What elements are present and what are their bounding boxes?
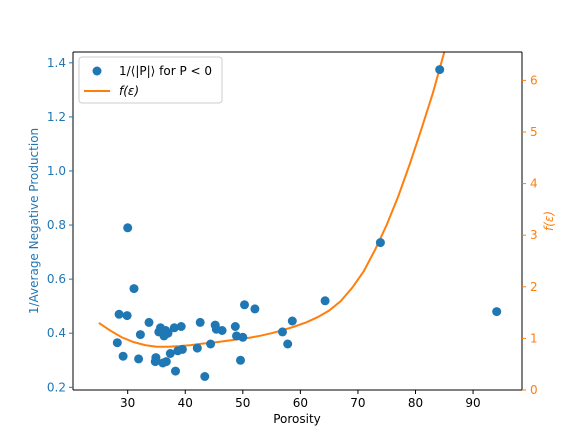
- y-tick-label-right: 5: [530, 125, 538, 139]
- scatter-point: [165, 349, 175, 358]
- scatter-point: [129, 284, 139, 294]
- scatter-point: [210, 320, 220, 330]
- scatter-point: [278, 327, 287, 337]
- x-tick-label: 40: [178, 396, 193, 410]
- legend-scatter-marker: [92, 66, 102, 76]
- scatter-point: [492, 307, 502, 317]
- scatter-point: [435, 65, 445, 75]
- y-tick-label-right: 2: [530, 280, 538, 294]
- y-axis-title-left: 1/Average Negative Production: [27, 128, 41, 314]
- scatter-point: [144, 317, 154, 327]
- y-tick-label-left: 1.4: [47, 56, 66, 70]
- scatter-point: [158, 358, 168, 368]
- scatter-point: [173, 346, 183, 356]
- scatter-point: [135, 330, 145, 340]
- scatter-point: [192, 343, 202, 353]
- y-tick-label-right: 3: [530, 228, 538, 242]
- y-tick-label-right: 4: [530, 177, 538, 191]
- x-tick-label: 30: [120, 396, 135, 410]
- x-tick-label: 80: [408, 396, 423, 410]
- scatter-point: [240, 300, 249, 310]
- scatter-point: [250, 304, 260, 314]
- x-tick-label: 60: [293, 396, 308, 410]
- scatter-point: [232, 331, 241, 341]
- scatter-point: [320, 296, 330, 306]
- y-tick-label-left: 0.8: [47, 218, 66, 232]
- legend-frame: [78, 56, 223, 104]
- legend-scatter-label: 1/⟨|P|⟩ for P < 0: [119, 64, 212, 78]
- y-tick-label-left: 0.4: [47, 326, 66, 340]
- y-tick-label-right: 0: [530, 383, 538, 397]
- scatter-point: [230, 322, 240, 331]
- x-tick-label: 70: [350, 396, 365, 410]
- legend-curve-label: f(ε): [119, 84, 139, 98]
- scatter-layer: [112, 65, 502, 381]
- x-axis-title: Porosity: [273, 412, 321, 426]
- scatter-point: [134, 354, 144, 364]
- scatter-point: [122, 311, 132, 321]
- scatter-point: [114, 309, 124, 319]
- scatter-point: [169, 323, 179, 333]
- curve-layer: [98, 52, 446, 348]
- y-tick-label-left: 1.0: [47, 164, 66, 178]
- y-tick-label-left: 0.6: [47, 272, 66, 286]
- scatter-point: [123, 223, 133, 233]
- scatter-point: [195, 317, 205, 327]
- scatter-point: [206, 339, 216, 349]
- y-tick-label-left: 1.2: [47, 110, 66, 124]
- x-tick-label: 90: [465, 396, 480, 410]
- scatter-point: [283, 339, 293, 349]
- legend: 1/⟨|P|⟩ for P < 0 f(ε): [78, 56, 223, 104]
- scatter-point: [176, 322, 186, 331]
- x-tick-label: 50: [235, 396, 250, 410]
- y-tick-label-left: 0.2: [47, 380, 66, 394]
- y-tick-label-right: 6: [530, 73, 538, 87]
- scatter-point: [150, 357, 160, 367]
- y-axis-title-right: f(ε): [542, 211, 556, 231]
- scatter-point: [287, 316, 297, 326]
- scatter-point: [375, 238, 385, 248]
- scatter-point: [200, 372, 210, 381]
- axes-layer: 30 40 50 60 70 80 90 0.2 0.4 0.6 0.8 1.0 1.2 1.4 0 1 2 3 4…: [47, 51, 538, 410]
- scatter-point: [118, 351, 128, 361]
- scatter-point: [171, 366, 180, 376]
- scatter-point: [236, 355, 245, 365]
- y-tick-label-right: 1: [530, 331, 538, 345]
- scatter-point: [112, 338, 122, 348]
- f-eps-curve: [98, 52, 446, 348]
- scatter-point: [154, 327, 164, 337]
